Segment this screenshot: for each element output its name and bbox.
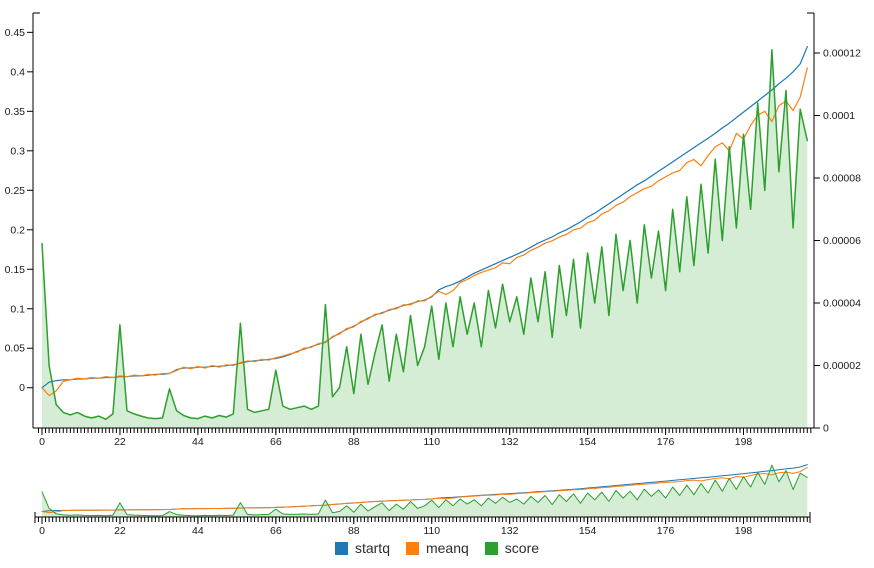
overview-x-tick-label: 132 [501,525,519,537]
overview-x-tick-label: 88 [348,525,360,537]
series-fill-score [42,465,808,517]
y-left-tick-label: 0.45 [5,27,26,39]
x-tick-label: 132 [501,436,519,448]
main-x-axis: 0 22 44 66 88 110 132 154 176 198 [33,427,814,448]
y-left-tick-label: 0.3 [10,145,25,157]
y-left-tick-label: 0.15 [5,264,26,276]
y-left-tick-label: 0.2 [10,224,25,236]
overview-x-tick-label: 110 [423,525,440,537]
y-right-tick-label: 0.00008 [823,173,861,185]
x-tick-label: 198 [735,436,753,448]
legend-item-meanq: meanq [405,540,469,556]
x-tick-label: 154 [579,436,597,448]
overview-x-tick-label: 154 [579,525,597,537]
y-left-tick-label: 0.35 [5,106,26,118]
overview-x-tick-label: 176 [657,525,675,537]
legend-label-meanq: meanq [425,540,469,556]
overview-x-tick-label: 22 [114,525,126,537]
startq-swatch-icon [334,541,348,555]
y-left-tick-label: 0.1 [10,303,25,315]
main-y-axis-right: 0 0.00002 0.00004 0.00006 0.00008 0.0001 0.000… [807,12,861,435]
x-tick-label: 0 [39,436,45,448]
y-right-tick-label: 0 [823,423,829,435]
legend-item-score: score [484,540,540,556]
y-right-tick-label: 0.00006 [823,235,861,247]
legend-label-startq: startq [354,540,390,556]
overview-chart [41,464,808,517]
legend-label-score: score [504,540,540,556]
x-tick-label: 66 [270,436,282,448]
legend: startq meanq score [0,540,874,556]
y-right-tick-label: 0.00012 [823,48,861,60]
overview-x-tick-label: 66 [270,525,282,537]
score-swatch-icon [484,541,498,555]
y-right-tick-label: 0.00004 [823,298,861,310]
x-tick-label: 110 [423,436,440,448]
x-tick-label: 88 [348,436,360,448]
series-line-score [41,464,808,517]
y-left-tick-label: 0 [19,382,25,394]
y-left-tick-label: 0.4 [10,66,25,78]
series-line-score [41,49,809,421]
y-left-tick-label: 0.25 [5,185,26,197]
main-y-axis-left: 0 0.05 0.1 0.15 0.2 0.25 0.3 0.35 0.4 0.45 [5,12,40,428]
overview-x-axis: 0 22 44 66 88 110 132 154 176 198 [34,512,811,537]
series-line-meanq [41,467,808,514]
y-right-tick-label: 0.00002 [823,360,861,372]
overview-x-tick-label: 198 [735,525,753,537]
x-tick-label: 176 [657,436,675,448]
x-tick-label: 44 [192,436,204,448]
legend-item-startq: startq [334,540,390,556]
meanq-swatch-icon [405,541,419,555]
y-right-tick-label: 0.0001 [823,110,855,122]
series-fill-score [42,49,808,429]
main-chart [41,45,809,429]
chart-canvas: 0 22 44 66 88 110 132 154 176 198 0 0.05 0.1 0.15 0.2… [5,12,861,537]
x-tick-label: 22 [114,436,126,448]
overview-x-tick-label: 0 [39,525,45,537]
series-line-meanq [41,67,808,397]
y-left-tick-label: 0.05 [5,343,26,355]
overview-x-tick-label: 44 [192,525,204,537]
